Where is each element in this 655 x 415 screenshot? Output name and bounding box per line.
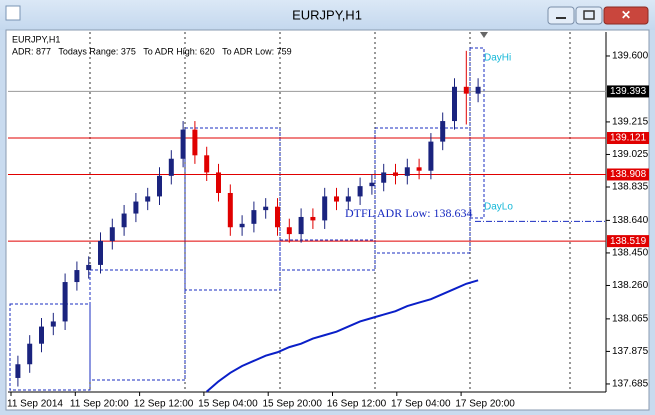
candle-body — [475, 86, 481, 94]
level-label: 138.519 — [610, 236, 647, 247]
candle-body — [404, 167, 410, 176]
window-title: EURJPY,H1 — [292, 7, 362, 22]
candle-body — [180, 129, 186, 159]
candle-body — [204, 155, 210, 173]
adr-info: ADR: 877 Todays Range: 375 To ADR High: … — [12, 46, 292, 56]
x-tick-label: 17 Sep 04:00 — [391, 399, 451, 410]
candle-body — [145, 196, 151, 202]
candle-body — [452, 86, 457, 122]
x-tick-label: 15 Sep 20:00 — [262, 399, 322, 410]
adr-low-label: DTFL ADR Low: 138.634 — [345, 206, 473, 220]
title-bar — [0, 0, 655, 30]
candle-body — [381, 172, 387, 183]
candle-body — [39, 326, 44, 344]
candle-body — [227, 192, 233, 228]
candle-body — [357, 186, 363, 197]
y-tick-label: 138.835 — [612, 182, 649, 193]
x-tick-label: 17 Sep 20:00 — [455, 399, 515, 410]
candle-body — [15, 364, 21, 378]
candle-body — [27, 343, 33, 365]
candle-body — [345, 196, 351, 202]
y-tick-label: 137.685 — [612, 379, 649, 390]
candle-body — [62, 282, 68, 322]
candle-body — [334, 196, 339, 202]
candle-body — [440, 121, 446, 142]
level-tag — [607, 235, 649, 248]
shift-marker — [480, 32, 488, 38]
candle-body — [393, 172, 398, 176]
x-tick-label: 16 Sep 12:00 — [327, 399, 387, 410]
moving-average — [206, 279, 479, 393]
candle-body — [157, 175, 162, 197]
svg-text:✕: ✕ — [621, 8, 631, 22]
maximize-button[interactable] — [575, 6, 603, 25]
close-button[interactable] — [603, 6, 649, 25]
candle-body — [74, 270, 80, 283]
candle-body — [428, 141, 434, 171]
candle-body — [298, 216, 304, 235]
candle-body — [286, 227, 292, 235]
minimize-button[interactable] — [547, 6, 575, 25]
candle-body — [463, 86, 469, 94]
app-icon — [5, 5, 21, 21]
candle-body — [275, 206, 280, 228]
candle-body — [251, 210, 257, 224]
y-tick-label: 139.025 — [612, 149, 649, 160]
candle-body — [133, 201, 139, 214]
candle-body — [216, 172, 221, 193]
candle-body — [168, 158, 174, 176]
y-tick-label: 138.640 — [612, 215, 649, 226]
candle-body — [50, 321, 56, 327]
dtfl-boxes — [9, 47, 485, 391]
candle-body — [310, 216, 316, 221]
y-tick-label: 137.875 — [612, 346, 649, 357]
candle-body — [192, 129, 198, 156]
x-tick-label: 11 Sep 2014 — [7, 399, 63, 410]
y-tick-label: 139.215 — [612, 117, 649, 128]
level-label: 139.121 — [610, 133, 647, 144]
level-tag — [607, 132, 649, 145]
y-tick-label: 138.065 — [612, 314, 649, 325]
candle-body — [121, 213, 127, 228]
x-tick-label: 12 Sep 12:00 — [134, 399, 194, 410]
y-tick-label: 139.600 — [612, 51, 649, 62]
y-tick-label: 138.260 — [612, 280, 649, 291]
price-label: 139.393 — [610, 86, 647, 97]
candle-body — [263, 206, 269, 211]
candle-body — [239, 223, 245, 228]
level-label: 138.908 — [610, 169, 647, 180]
candle-body — [109, 227, 115, 241]
x-tick-label: 15 Sep 04:00 — [198, 399, 258, 410]
candle-body — [98, 240, 103, 265]
day-lo: DayLo — [484, 202, 513, 213]
day-hi: DayHi — [484, 53, 511, 64]
y-tick-label: 138.450 — [612, 248, 649, 259]
candle-body — [369, 182, 375, 187]
candle-body — [416, 167, 422, 171]
candle-body — [322, 196, 328, 221]
price-tag — [607, 85, 649, 98]
symbol-label: EURJPY,H1 — [12, 34, 60, 44]
level-tag — [607, 168, 649, 181]
chart-panel — [5, 29, 650, 411]
candle-body — [86, 264, 92, 271]
x-tick-label: 11 Sep 20:00 — [70, 399, 129, 410]
